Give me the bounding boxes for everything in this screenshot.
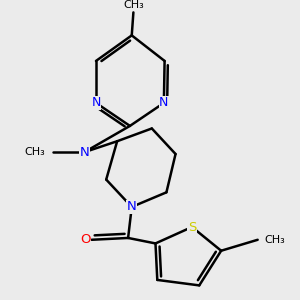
Text: S: S [188,220,196,233]
Text: N: N [159,96,169,110]
Text: O: O [80,233,90,246]
Text: CH₃: CH₃ [123,0,144,10]
Text: N: N [91,96,101,110]
Text: N: N [127,200,136,213]
Text: CH₃: CH₃ [264,235,285,245]
Text: CH₃: CH₃ [24,147,45,157]
Text: N: N [80,146,89,159]
